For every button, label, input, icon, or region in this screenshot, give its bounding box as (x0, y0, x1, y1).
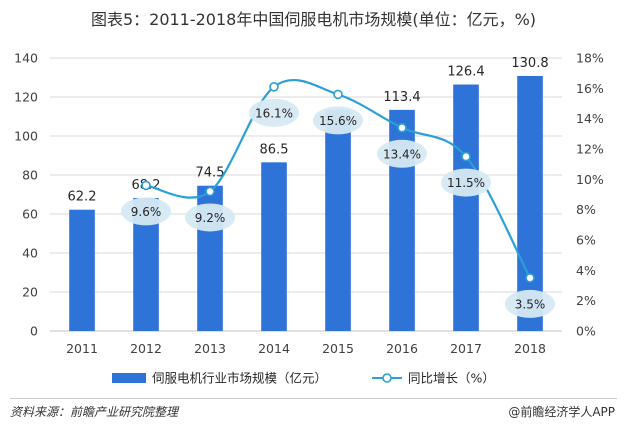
x-tick-label: 2015 (322, 341, 354, 356)
left-tick-label: 60 (22, 207, 38, 222)
right-axis-ticks: 0% 2% 4% 6% 8% 10% 12% 14% 16% 18% (576, 51, 604, 339)
left-axis-ticks: 0 20 40 60 80 100 120 140 (14, 51, 38, 339)
right-tick-label: 10% (576, 172, 604, 187)
bar-data-label: 126.4 (447, 65, 484, 80)
growth-data-label: 9.6% (131, 205, 162, 219)
growth-data-label: 15.6% (319, 114, 357, 128)
x-tick-label: 2011 (66, 341, 98, 356)
growth-point (269, 82, 279, 92)
x-tick-label: 2012 (130, 341, 162, 356)
legend-bar-swatch (112, 373, 146, 383)
left-tick-label: 80 (22, 168, 38, 183)
grid-lines (50, 57, 562, 332)
growth-label-bubble (441, 168, 491, 197)
right-tick-label: 14% (576, 111, 604, 126)
bar (453, 84, 479, 332)
left-tick-label: 100 (14, 129, 38, 144)
bar-data-label: 113.4 (383, 90, 420, 105)
legend: 伺服电机行业市场规模（亿元） 同比增长（%） (112, 371, 495, 386)
growth-point (333, 89, 343, 100)
growth-label-bubble (505, 289, 555, 318)
growth-point (205, 186, 215, 197)
growth-point (141, 180, 151, 191)
x-tick-label: 2017 (450, 341, 482, 356)
growth-label-bubble (185, 203, 235, 232)
bar-data-label: 62.2 (68, 190, 97, 205)
brand-credit: @前瞻经济学人APP (508, 405, 615, 419)
x-axis-ticks: 2011 2012 2013 2014 2015 2016 2017 2018 (66, 341, 546, 356)
x-tick-label: 2013 (194, 341, 226, 356)
source-note: 资料来源：前瞻产业研究院整理 (10, 405, 179, 419)
bar (325, 109, 351, 332)
line-series: 9.6% 9.2% 16.1% 15.6% 13.4% 11.5% 3.5% (121, 78, 555, 318)
bar-data-label: 86.5 (260, 142, 289, 157)
growth-label-bubble (249, 98, 299, 127)
bar (69, 209, 95, 331)
right-tick-label: 8% (576, 202, 596, 217)
bar (261, 162, 287, 331)
growth-data-label: 11.5% (447, 176, 485, 190)
growth-point (461, 151, 471, 162)
right-tick-label: 18% (576, 51, 604, 66)
growth-data-label: 3.5% (515, 297, 546, 311)
bar (517, 75, 543, 331)
right-tick-label: 0% (576, 324, 596, 339)
bar-data-label: 74.5 (196, 166, 225, 181)
x-tick-label: 2016 (386, 341, 418, 356)
growth-data-label: 13.4% (383, 147, 421, 161)
left-tick-label: 40 (22, 246, 38, 261)
footer-divider (10, 398, 617, 399)
left-tick-label: 140 (14, 51, 38, 66)
growth-data-label: 9.2% (195, 211, 226, 225)
growth-label-bubble (313, 106, 363, 135)
legend-line-marker (382, 373, 392, 383)
right-tick-label: 2% (576, 293, 596, 308)
chart-title: 图表5：2011-2018年中国伺服电机市场规模(单位：亿元，%) (90, 10, 537, 29)
right-tick-label: 12% (576, 142, 604, 157)
growth-label-bubble (377, 139, 427, 168)
bar-data-label: 130.8 (511, 56, 548, 71)
growth-data-label: 16.1% (255, 106, 293, 120)
right-tick-label: 4% (576, 263, 596, 278)
x-tick-label: 2014 (258, 341, 290, 356)
left-tick-label: 20 (22, 285, 38, 300)
legend-bar-label: 伺服电机行业市场规模（亿元） (152, 371, 327, 386)
legend-line-label: 同比增长（%） (408, 371, 495, 386)
left-tick-label: 0 (30, 324, 38, 339)
growth-point (397, 122, 407, 133)
left-tick-label: 120 (14, 90, 38, 105)
x-tick-label: 2018 (514, 341, 546, 356)
right-tick-label: 16% (576, 81, 604, 96)
right-tick-label: 6% (576, 233, 596, 248)
growth-point (525, 273, 535, 283)
growth-label-bubble (121, 197, 171, 226)
